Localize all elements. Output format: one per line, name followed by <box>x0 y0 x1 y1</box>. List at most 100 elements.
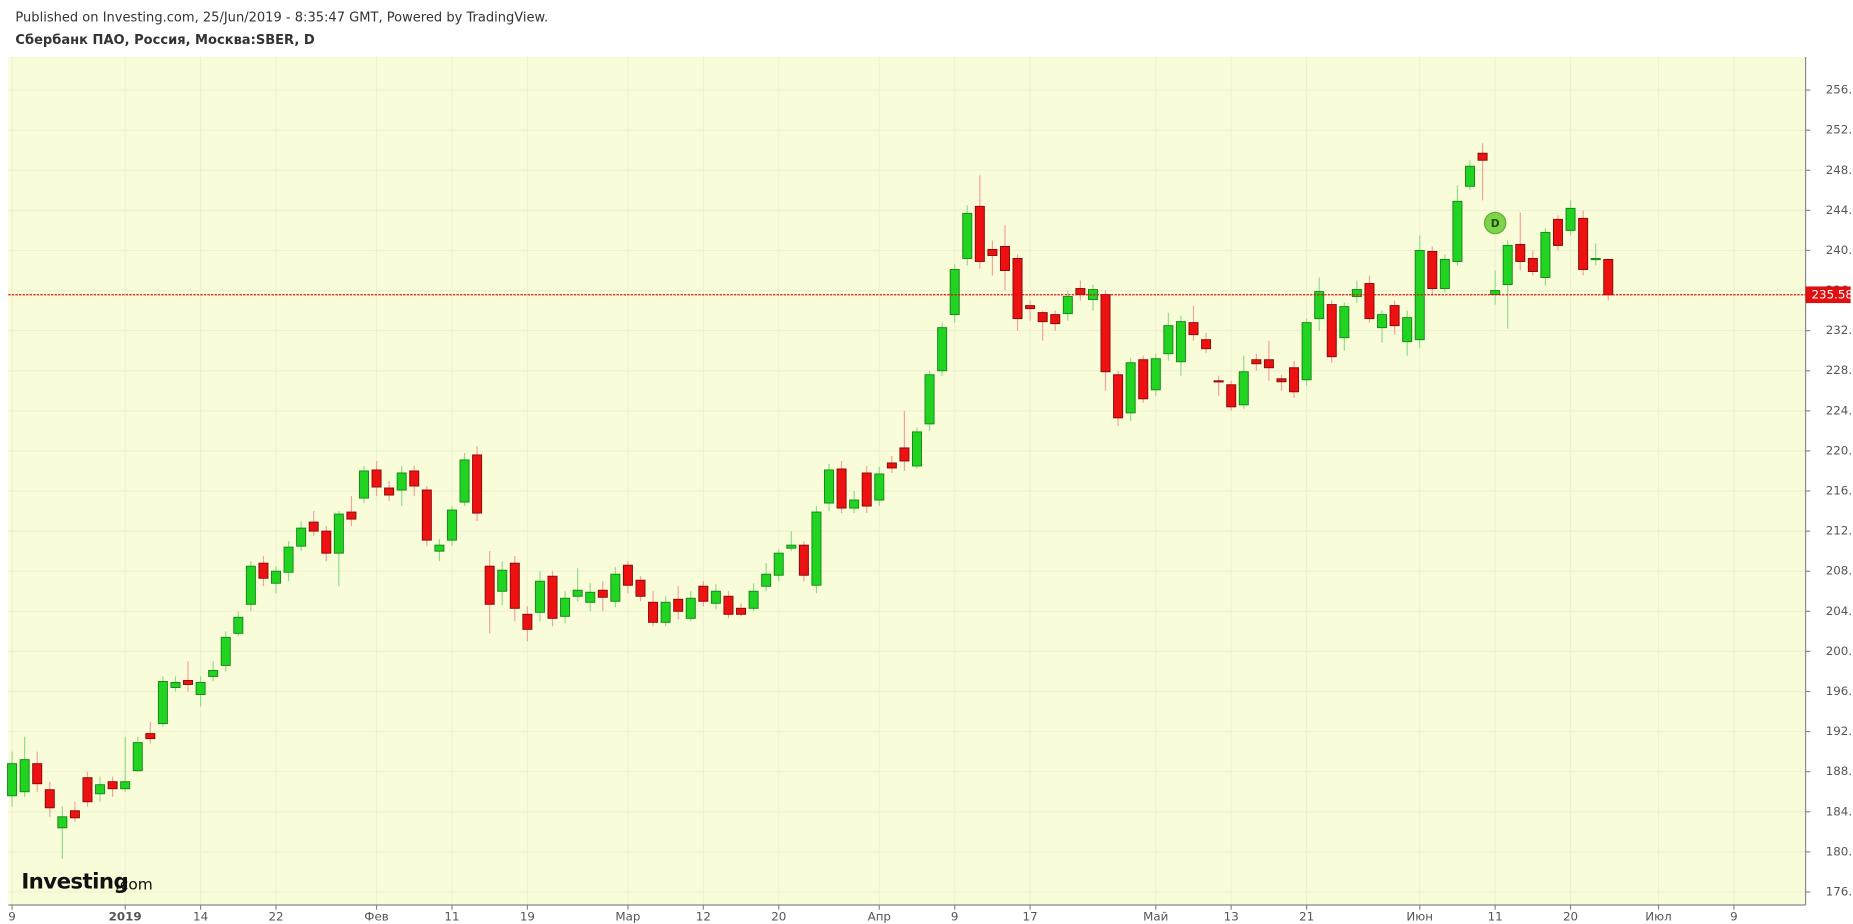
candle-body <box>660 601 671 623</box>
candle-body <box>1276 378 1287 383</box>
candle-body <box>710 590 721 604</box>
candle-body <box>849 499 860 509</box>
x-tick-label: Апр <box>868 909 891 923</box>
candle-body <box>648 601 659 623</box>
candle-body <box>534 580 545 613</box>
candle-body <box>346 511 357 520</box>
candle-body <box>1075 288 1086 296</box>
candle-body <box>886 462 897 469</box>
y-tick-label: 224.00 <box>1826 403 1853 417</box>
x-tick-label: 9 <box>951 909 959 923</box>
candle-body <box>7 763 18 797</box>
candle-body <box>509 562 520 609</box>
candle-body <box>1125 362 1136 414</box>
candle-body <box>773 552 784 576</box>
candle-body <box>924 374 935 425</box>
y-tick-label: 200.00 <box>1826 644 1853 658</box>
x-tick-label: 14 <box>193 909 208 923</box>
candle-body <box>1012 258 1023 320</box>
candle-body <box>1251 359 1262 365</box>
y-tick-label: 184.00 <box>1826 804 1853 818</box>
candle-body <box>1590 258 1601 261</box>
candle-body <box>899 447 910 462</box>
y-tick-label: 232.00 <box>1826 323 1853 337</box>
candle-body <box>1565 207 1576 231</box>
x-tick-label: 20 <box>771 909 786 923</box>
candle-body <box>120 781 131 790</box>
candle-body <box>1502 244 1513 286</box>
y-tick-label: 192.00 <box>1826 724 1853 738</box>
candle-body <box>1238 371 1249 406</box>
logo: Investing <box>21 869 128 894</box>
candle-body <box>1439 259 1450 290</box>
candle-body <box>32 763 43 785</box>
candle-body <box>459 459 470 503</box>
candle-body <box>358 470 369 499</box>
x-tick-label: Мар <box>615 909 640 923</box>
candle-body <box>195 682 206 695</box>
candle-body <box>1414 249 1425 341</box>
y-tick-label: 244.00 <box>1826 203 1853 217</box>
candle-body <box>698 585 709 602</box>
y-tick-label: 256.00 <box>1826 83 1853 97</box>
candle-body <box>610 573 621 602</box>
candle-body <box>585 591 596 603</box>
candle-body <box>811 511 822 586</box>
candle-body <box>1527 258 1538 272</box>
candle-body <box>1427 250 1438 290</box>
candle-body <box>245 565 256 605</box>
grid <box>8 57 1806 905</box>
candle-body <box>258 562 269 579</box>
candle-body <box>208 669 219 677</box>
x-tick-label: 19 <box>520 909 535 923</box>
x-tick-label: 9 <box>8 909 16 923</box>
candle-body <box>1213 380 1224 383</box>
candle-body <box>1402 317 1413 343</box>
candle-body <box>333 513 344 554</box>
y-tick-label: 196.00 <box>1826 684 1853 698</box>
candle-body <box>572 589 583 597</box>
candle-body <box>798 544 809 576</box>
y-tick-label: 220.00 <box>1826 443 1853 457</box>
candle-body <box>157 680 168 725</box>
candle-body <box>107 781 118 790</box>
candle-body <box>560 597 571 617</box>
candle-body <box>434 544 445 552</box>
x-tick-label: 13 <box>1224 909 1239 923</box>
y-tick-label: 180.00 <box>1826 844 1853 858</box>
candle-body <box>962 212 973 259</box>
plot-area <box>8 57 1806 905</box>
y-tick-label: 248.00 <box>1826 163 1853 177</box>
candle-body <box>44 789 55 809</box>
candle-body <box>949 269 960 316</box>
candle-body <box>1037 312 1048 323</box>
published-note: Published on Investing.com, 25/Jun/2019 … <box>15 10 548 25</box>
candle-body <box>384 487 395 496</box>
candle-body <box>446 509 457 541</box>
candle-body <box>271 570 282 584</box>
candle-body <box>484 565 495 605</box>
y-tick-label: 204.00 <box>1826 604 1853 618</box>
candle-body <box>1465 165 1476 187</box>
y-tick-label: 240.00 <box>1826 243 1853 257</box>
candle-body <box>1314 291 1325 320</box>
candles <box>7 143 1614 859</box>
candle-body <box>283 546 294 573</box>
candle-body <box>1364 283 1375 320</box>
candle-body <box>1540 231 1551 279</box>
x-tick-label: 9 <box>1730 909 1738 923</box>
x-tick-label: 20 <box>1563 909 1578 923</box>
candle-body <box>69 810 80 819</box>
candle-body <box>597 589 608 598</box>
candle-body <box>1188 322 1199 336</box>
logo-suffix: .com <box>115 875 153 893</box>
candle-body <box>396 472 407 491</box>
candle-body <box>371 469 382 488</box>
candle-body <box>1603 259 1614 296</box>
candle-body <box>874 473 885 501</box>
candle-body <box>1175 321 1186 363</box>
candle-body <box>1025 305 1036 310</box>
candle-body <box>987 248 998 256</box>
candle-body <box>1326 304 1337 358</box>
